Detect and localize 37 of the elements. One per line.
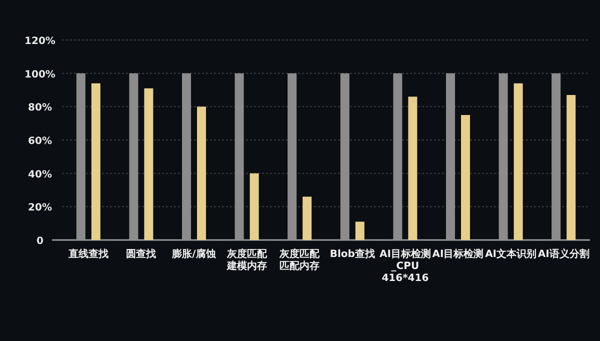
x-tick-label: 灰度匹配匹配内存 xyxy=(278,248,321,272)
y-tick-label: 120% xyxy=(24,36,56,47)
bar xyxy=(288,73,297,240)
bar xyxy=(514,83,523,240)
bar xyxy=(182,73,191,240)
bar xyxy=(566,95,576,240)
y-tick-label: 100% xyxy=(24,69,56,80)
x-tick-label: AI目标检测 xyxy=(432,248,484,260)
bar xyxy=(355,222,364,240)
bar xyxy=(393,73,402,240)
x-tick-label: 直线查找 xyxy=(67,248,108,260)
bar xyxy=(129,73,138,240)
bar xyxy=(234,73,244,240)
x-tick-label: 膨胀/腐蚀 xyxy=(171,248,216,260)
y-tick-label: 60% xyxy=(28,136,52,147)
x-tick-label: Blob查找 xyxy=(330,248,375,260)
bar xyxy=(446,73,455,240)
x-tick-label: 圆查找 xyxy=(126,248,156,260)
x-tick-label: AI语义分割 xyxy=(538,248,590,260)
x-tick-label: AI文本识别 xyxy=(485,248,537,260)
bar xyxy=(552,73,561,240)
bar xyxy=(461,115,470,240)
bar xyxy=(144,88,154,240)
y-tick-label: 40% xyxy=(28,169,52,180)
bar xyxy=(498,73,508,240)
y-tick-label: 20% xyxy=(28,202,52,214)
bar xyxy=(197,106,206,240)
bar xyxy=(76,73,86,240)
y-tick-label: 0 xyxy=(36,236,44,247)
bar xyxy=(340,73,350,240)
y-tick-label: 80% xyxy=(28,102,52,114)
x-tick-label: 灰度匹配建模内存 xyxy=(226,248,268,272)
bar xyxy=(91,83,100,240)
bar xyxy=(250,173,259,240)
x-tick-label: AI目标检测 _CPU 416*416 xyxy=(379,248,431,284)
bar xyxy=(408,96,418,240)
bar xyxy=(302,196,312,240)
